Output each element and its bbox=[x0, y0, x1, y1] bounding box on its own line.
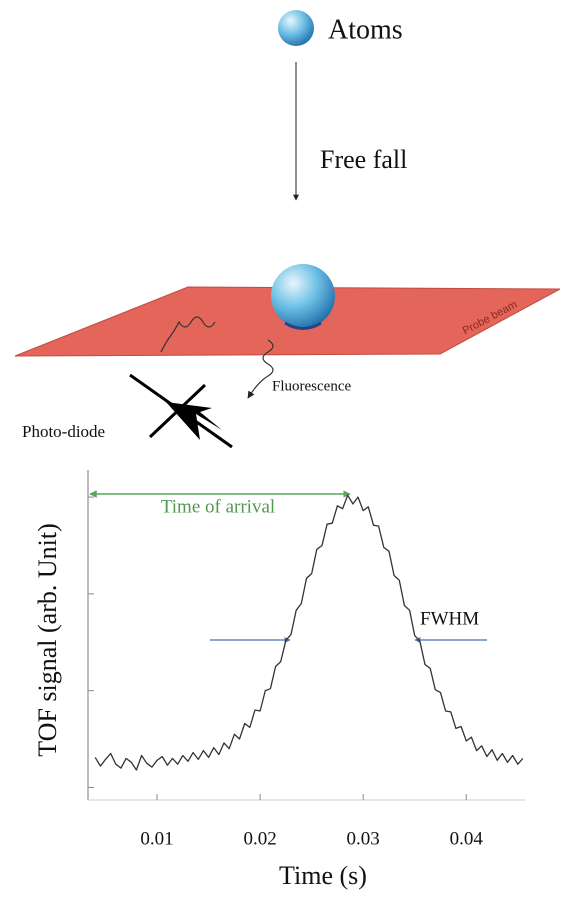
x-axis-label: Time (s) bbox=[279, 861, 367, 890]
x-tick-label: 0.02 bbox=[243, 828, 276, 849]
y-axis-label: TOF signal (arb. Unit) bbox=[33, 523, 62, 757]
atom-cloud bbox=[271, 264, 335, 328]
fwhm-label: FWHM bbox=[420, 608, 479, 629]
atom-ball bbox=[278, 10, 314, 46]
atoms-label: Atoms bbox=[328, 14, 403, 45]
fluorescence-label: Fluorescence bbox=[272, 378, 351, 394]
photodiode-label: Photo-diode bbox=[22, 422, 105, 441]
free-fall-label: Free fall bbox=[320, 145, 407, 174]
arrival-label: Time of arrival bbox=[161, 496, 275, 517]
x-tick-label: 0.04 bbox=[450, 828, 484, 849]
signal-line bbox=[94, 494, 524, 771]
x-tick-label: 0.01 bbox=[140, 828, 173, 849]
fluorescence-wave bbox=[160, 316, 216, 353]
x-tick-label: 0.03 bbox=[347, 828, 380, 849]
cloud-shadow bbox=[284, 321, 322, 330]
fluorescence-wave bbox=[247, 339, 274, 399]
photodiode-arrow bbox=[166, 402, 222, 440]
